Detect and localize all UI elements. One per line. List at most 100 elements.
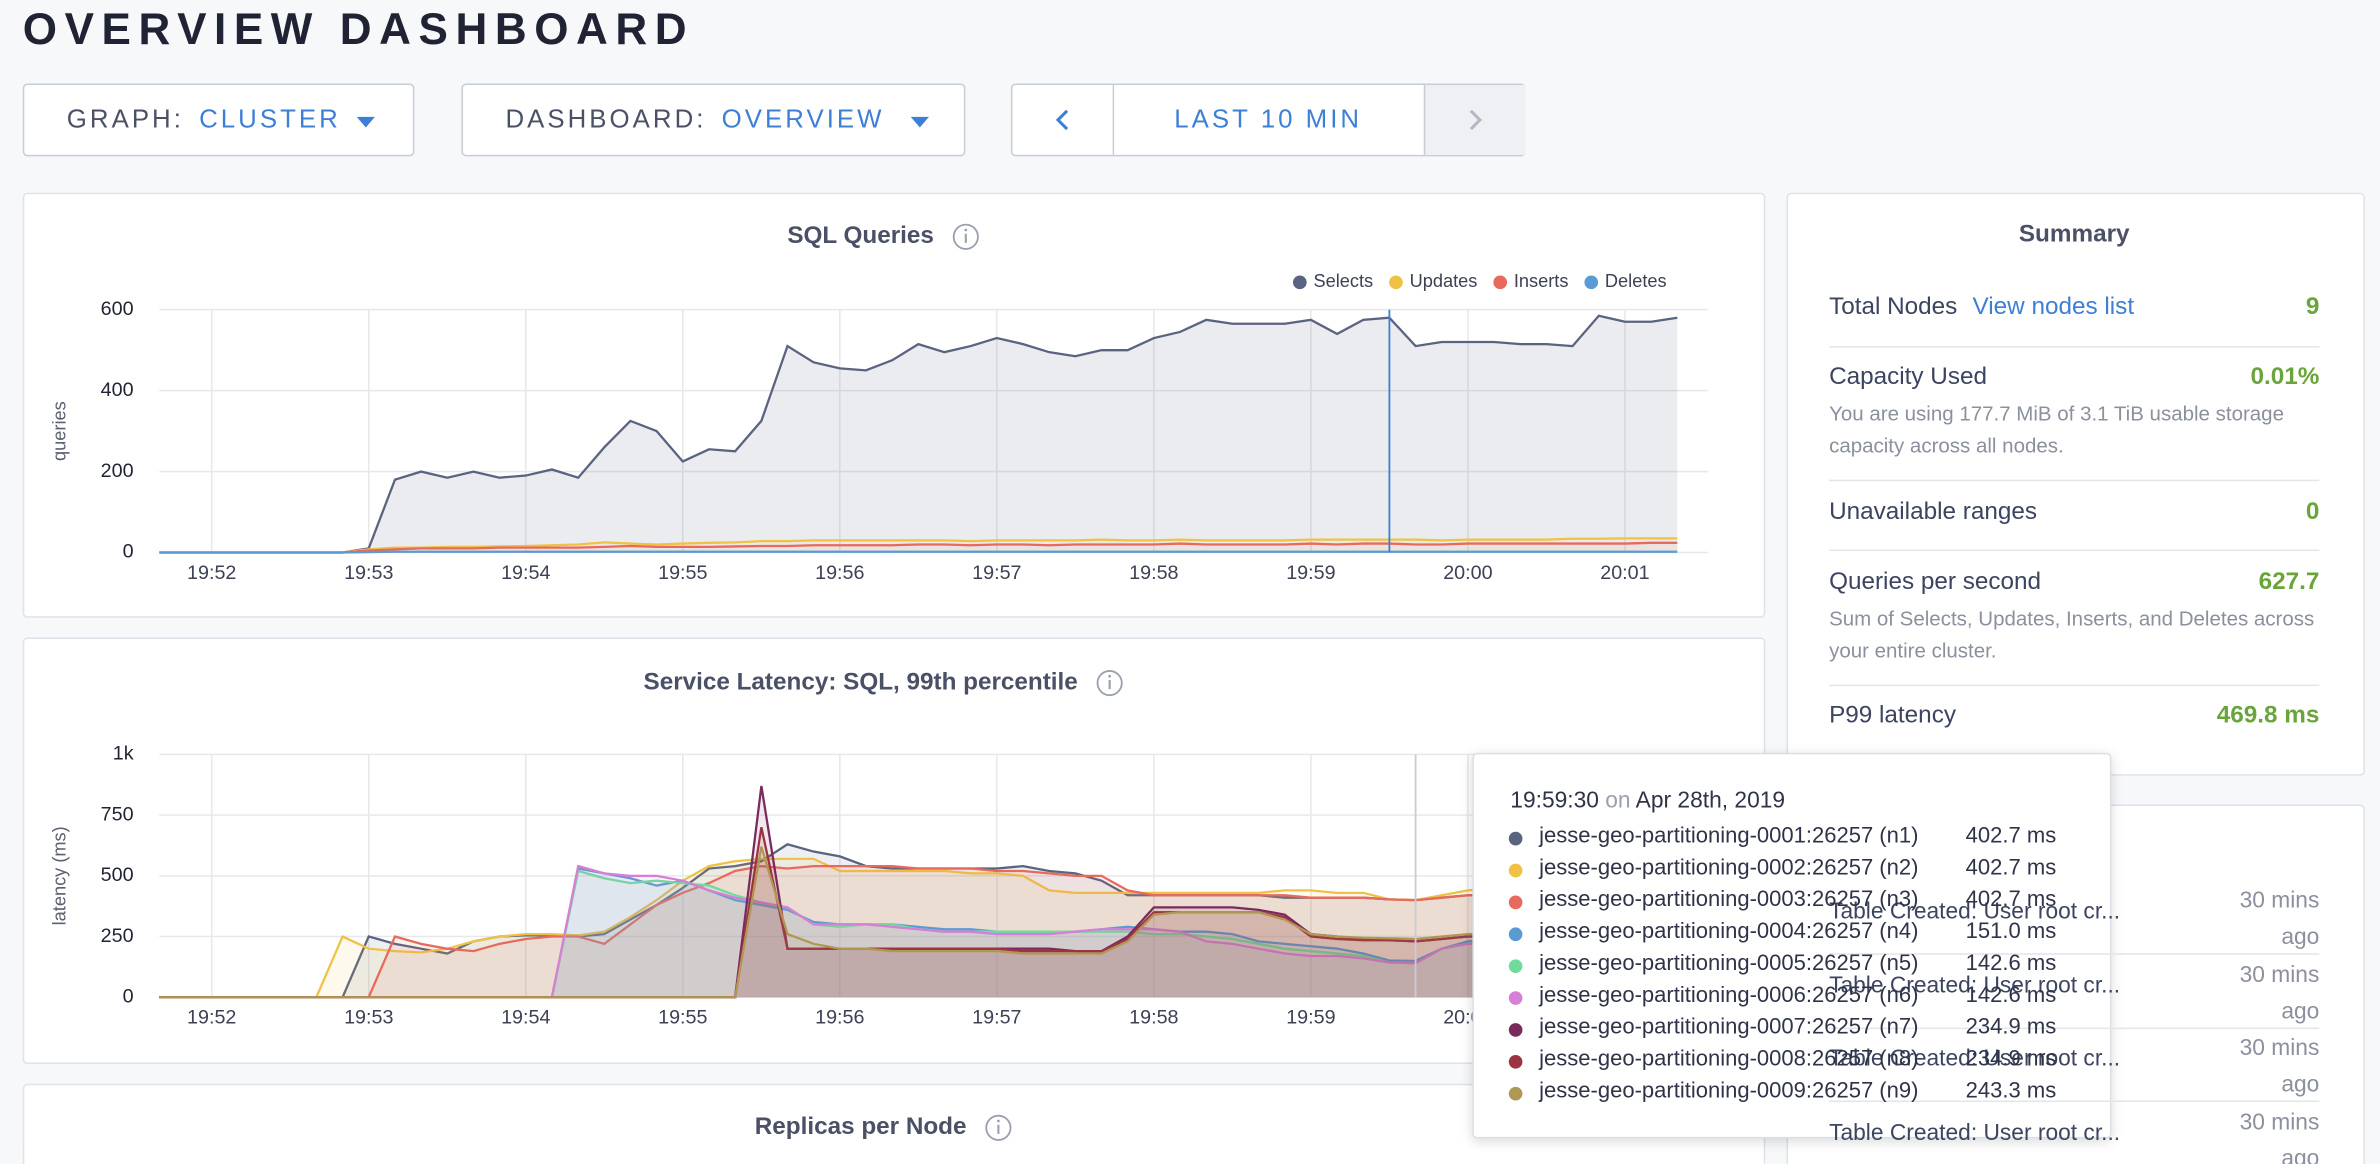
separator	[1829, 549, 2320, 551]
area	[159, 846, 1678, 998]
label: Unavailable ranges	[1829, 499, 2037, 526]
label: Total Nodes	[1829, 294, 1958, 321]
prev-button[interactable]	[1012, 85, 1115, 155]
y-tick-label: 0	[123, 985, 134, 1007]
summary-value: 9	[2305, 294, 2320, 321]
tooltip-dot	[1508, 1086, 1523, 1101]
tooltip-value: 402.7 ms	[1965, 856, 2057, 881]
x-tick-label: 19:55	[658, 562, 707, 584]
info-icon-dot	[997, 1119, 1000, 1123]
x-tick-label: 19:58	[1129, 562, 1178, 584]
area	[159, 844, 1678, 998]
info-icon	[985, 1114, 1012, 1141]
tooltip-name: jesse-geo-partitioning-0003:26257 (n3)	[1539, 887, 1919, 913]
summary-description: Sum of Selects, Updates, Inserts, and De…	[1829, 607, 2315, 662]
tooltip-dot	[1508, 895, 1523, 910]
summary-value: 0.01%	[2250, 364, 2320, 391]
summary-value: 627.7	[2258, 569, 2320, 596]
tooltip-dot	[1508, 991, 1523, 1005]
summary-label: Capacity Used	[1829, 364, 2319, 391]
event-title: Table Created: User root cr...	[1829, 972, 2121, 999]
event-title: Table Created: User root cr...	[1829, 1119, 2121, 1146]
line	[159, 846, 1678, 999]
summary-row: Total Nodes View nodes list 9	[1829, 294, 2319, 321]
y-axis-label: latency (ms)	[50, 826, 70, 925]
legend-swatch	[1389, 275, 1403, 290]
y-tick-label: 400	[101, 379, 134, 401]
x-tick-label: 19:57	[972, 562, 1021, 584]
line	[159, 864, 1678, 999]
x-tick-label: 19:56	[815, 562, 864, 584]
event-time: 30 mins ago	[2239, 1108, 2320, 1164]
summary-value: 469.8 ms	[2216, 702, 2320, 729]
tooltip-name: jesse-geo-partitioning-0009:26257 (n9)	[1539, 1079, 1919, 1104]
next-icon	[1469, 109, 1483, 131]
x-tick-label: 19:56	[815, 1007, 864, 1029]
tooltip-name: jesse-geo-partitioning-0005:26257 (n5)	[1539, 951, 1919, 977]
tooltip-value: 234.9 ms	[1965, 1015, 2057, 1040]
separator	[1829, 684, 2320, 687]
x-tick-label: 19:55	[658, 1007, 707, 1029]
summary-row: Unavailable ranges 0	[1829, 499, 2319, 526]
tooltip-dot	[1508, 831, 1523, 846]
tooltip-name: jesse-geo-partitioning-0007:26257 (n7)	[1539, 1015, 1919, 1040]
time-range: LAST 10 MIN	[1010, 83, 1526, 157]
x-tick-label: 19:59	[1286, 1007, 1335, 1029]
label: P99 latency	[1829, 702, 1956, 729]
tooltip-value: 142.6 ms	[1965, 951, 2057, 977]
x-tick-label: 19:53	[344, 1007, 393, 1029]
dropdown-caret	[356, 116, 375, 128]
legend-label: Deletes	[1605, 271, 1667, 291]
info-icon-dot	[1108, 674, 1112, 678]
legend-label: Inserts	[1514, 271, 1569, 291]
event-time: 30 mins ago	[2239, 961, 2320, 1024]
x-tick-label: 19:57	[972, 1007, 1021, 1029]
graph-label: GRAPH:	[66, 104, 184, 134]
summary-row: P99 latency 469.8 ms	[1829, 703, 2319, 730]
y-tick-label: 600	[101, 298, 134, 320]
summary-label: Total Nodes View nodes list	[1829, 294, 2319, 321]
tooltip-dot	[1508, 959, 1523, 973]
line	[159, 541, 1678, 554]
area	[159, 785, 1678, 998]
y-tick-label: 250	[101, 925, 134, 947]
separator	[1829, 1026, 2320, 1029]
summary-description: You are using 177.7 MiB of 3.1 TiB usabl…	[1829, 402, 2284, 457]
area	[159, 868, 1678, 998]
line	[159, 550, 1678, 554]
x-tick-label: 20:01	[1600, 562, 1649, 584]
event-time: 30 mins ago	[2239, 887, 2320, 951]
label: Capacity Used	[1829, 364, 1988, 391]
legend-swatch	[1493, 275, 1508, 290]
tooltip-dot	[1508, 1054, 1523, 1069]
tooltip-value: 151.0 ms	[1965, 919, 2057, 945]
next-button[interactable]	[1423, 85, 1526, 155]
line	[159, 314, 1678, 554]
prev-icon	[1055, 109, 1069, 131]
nodes-link[interactable]: View nodes list	[1972, 294, 2135, 321]
x-tick-label: 19:52	[187, 562, 236, 584]
tooltip-name: jesse-geo-partitioning-0001:26257 (n1)	[1539, 824, 1919, 849]
chart-title: Service Latency: SQL, 99th percentile	[644, 668, 1078, 695]
graph-selector[interactable]: GRAPH: CLUSTER	[22, 83, 415, 157]
x-tick-label: 19:54	[501, 1007, 550, 1029]
area	[159, 315, 1678, 553]
event-time: 30 mins ago	[2239, 1035, 2320, 1098]
summary-row: Capacity Used 0.01% You are using 177.7 Mi…	[1829, 364, 2319, 461]
tooltip-name: jesse-geo-partitioning-0002:26257 (n2)	[1539, 856, 1919, 881]
range-label[interactable]: LAST 10 MIN	[1174, 104, 1363, 134]
y-axis-label: queries	[50, 401, 70, 461]
summary-title: Summary	[2018, 221, 2130, 248]
y-tick-label: 750	[101, 803, 134, 825]
tooltip-name: jesse-geo-partitioning-0004:26257 (n4)	[1539, 919, 1919, 945]
x-tick-label: 19:58	[1129, 1007, 1178, 1029]
info-icon-dot	[964, 228, 968, 232]
summary-row: Queries per second 627.7 Sum of Selects, U…	[1829, 569, 2319, 666]
dashboard-selector[interactable]: DASHBOARD: OVERVIEW	[461, 83, 966, 157]
summary-label: Unavailable ranges	[1829, 499, 2319, 526]
label: Queries per second	[1829, 569, 2042, 596]
summary-panel	[1786, 192, 2365, 776]
legend-swatch	[1292, 275, 1307, 290]
legend-label: Selects	[1313, 271, 1373, 291]
event-title: Table Created: User root cr...	[1829, 898, 2121, 925]
